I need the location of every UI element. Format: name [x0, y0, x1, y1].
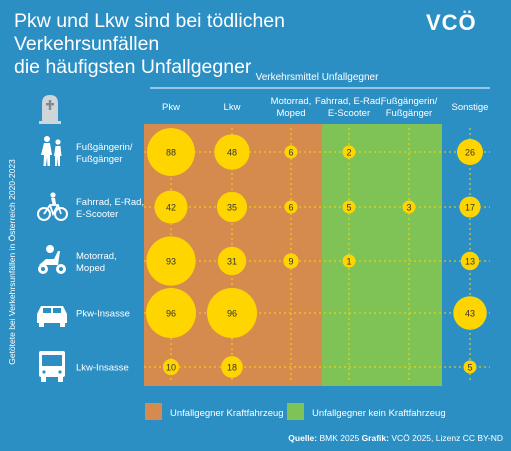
bubble-value: 6 [288, 203, 293, 213]
pedestrian-icon [41, 136, 62, 166]
bicycle-icon [37, 192, 68, 221]
bubble [402, 200, 416, 214]
column-label: Fahrrad, E-Rad, [315, 96, 383, 107]
bubble [284, 200, 298, 214]
bubble [217, 246, 247, 276]
column-label: E-Scooter [328, 108, 370, 119]
bubble-value: 93 [166, 257, 176, 267]
gravestone-icon [39, 95, 61, 124]
bubble [207, 288, 257, 338]
bubble-value: 5 [346, 203, 351, 213]
legend-label: Unfallgegner kein Kraftfahrzeug [312, 408, 446, 419]
bubble [214, 134, 250, 170]
column-label: Motorrad, [271, 96, 312, 107]
bubble-value: 13 [465, 257, 475, 267]
legend: Unfallgegner Kraftfahrzeug Unfallgegner k… [145, 403, 446, 420]
row-icons [37, 95, 68, 382]
column-label: Sonstige [452, 102, 489, 113]
title-line-1: Pkw und Lkw sind bei tödlichen Verkehrsu… [14, 10, 285, 55]
car-icon [37, 306, 67, 327]
bubble-value: 35 [227, 203, 237, 213]
column-header-title: Verkehrsmittel Unfallgegner [256, 72, 380, 83]
zone-kein-kraftfahrzeug [322, 124, 442, 386]
bubble-value: 3 [406, 203, 411, 213]
truck-icon [39, 351, 65, 382]
bubble-value: 96 [166, 309, 176, 319]
vco-logo: VCÖ [426, 10, 477, 35]
bubble [216, 191, 248, 223]
labels: Verkehrsmittel Unfallgegner Pkw Lkw Motorra… [7, 72, 490, 374]
motorcycle-icon [38, 245, 66, 274]
bubble [453, 296, 487, 330]
row-label: Motorrad, [76, 251, 117, 262]
bubble [162, 358, 180, 376]
row-label: E-Scooter [76, 209, 118, 220]
row-label: Fahrrad, E-Rad, [76, 197, 144, 208]
bubble-value: 26 [465, 148, 475, 158]
bubbles: 88 48 6 2 26 42 35 6 5 3 17 93 31 9 1 13 96 96 43 10 18 5 [146, 128, 487, 378]
bubble-value: 6 [288, 148, 293, 158]
column-label: Fußgängerin/ [381, 96, 438, 107]
row-label: Fußgänger [76, 154, 122, 165]
bubble-value: 17 [465, 203, 475, 213]
legend-swatch [287, 403, 304, 420]
bubble-value: 9 [288, 257, 293, 267]
bubble [342, 254, 356, 268]
bubble-value: 18 [227, 363, 237, 373]
bubble [342, 145, 356, 159]
bubble [456, 138, 484, 166]
bubble [342, 200, 356, 214]
legend-label: Unfallgegner Kraftfahrzeug [170, 408, 284, 419]
row-label: Fußgängerin/ [76, 142, 133, 153]
bubble-value: 48 [227, 148, 237, 158]
bubble [459, 196, 481, 218]
column-label: Moped [276, 108, 305, 119]
row-label: Lkw-Insasse [76, 363, 129, 374]
bubble [460, 251, 480, 271]
bubble [146, 236, 196, 286]
logo-text: VCÖ [426, 10, 477, 35]
row-axis-label: Getötete bei Verkehrsunfällen in Österre… [7, 159, 17, 365]
column-label: Pkw [162, 102, 180, 113]
bubble [463, 360, 477, 374]
bubble-value: 96 [227, 309, 237, 319]
column-label: Lkw [224, 102, 241, 113]
bubble [146, 288, 196, 338]
bubble-value: 1 [346, 257, 351, 267]
bubble-value: 5 [467, 363, 472, 373]
bubble [283, 253, 299, 269]
row-label: Moped [76, 263, 105, 274]
bubble-value: 43 [465, 309, 475, 319]
bubble [154, 190, 188, 224]
bubble-value: 10 [166, 363, 176, 373]
bubble-value: 31 [227, 257, 237, 267]
chart-title: Pkw und Lkw sind bei tödlichen Verkehrsu… [14, 10, 414, 79]
bubble-value: 88 [166, 148, 176, 158]
bubble-value: 2 [346, 148, 351, 158]
column-label: Fußgänger [386, 108, 432, 119]
legend-swatch [145, 403, 162, 420]
bubble-value: 42 [166, 203, 176, 213]
bubble [221, 356, 243, 378]
source-note: Quelle: BMK 2025 Grafik: VCÖ 2025, Lizen… [288, 433, 503, 443]
row-label: Pkw-Insasse [76, 309, 130, 320]
bubble [284, 145, 298, 159]
title-line-2: die häufigsten Unfallgegner [14, 56, 252, 78]
bubble [147, 128, 195, 176]
